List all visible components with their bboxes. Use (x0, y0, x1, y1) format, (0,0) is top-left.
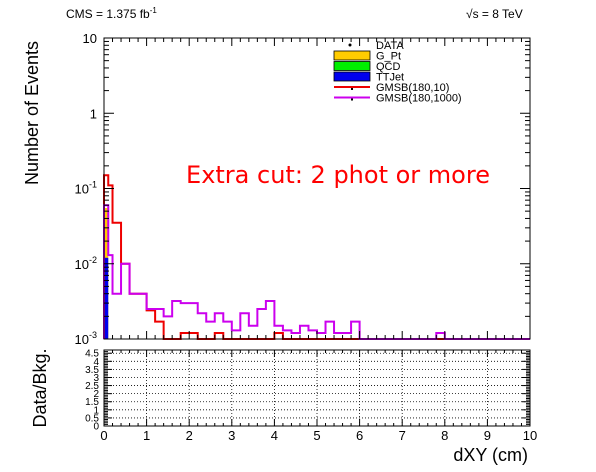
ratio-x-tick-label: 10 (523, 428, 537, 443)
ratio-y-tick-label: 3.5 (85, 365, 99, 376)
energy-label: √s = 8 TeV (466, 7, 523, 21)
ratio-panel: 00.511.522.533.544.5 0 1 2 3 4 5 6 7 8 9 10 Data/B… (30, 348, 537, 465)
main-y-tick-label: 10 (83, 31, 97, 46)
main-y-tick-label: 10-3 (75, 330, 97, 347)
legend-line-marker (351, 88, 353, 90)
ratio-y-tick-label: 0 (93, 422, 99, 433)
ratio-y-tick-label: 4.5 (85, 349, 99, 360)
ratio-y-tick-label: 2.5 (85, 381, 99, 392)
ratio-x-tick-labels: 0 1 2 3 4 5 6 7 8 9 10 (100, 428, 537, 443)
ratio-x-tick-label: 9 (484, 428, 491, 443)
ratio-y-axis-title: Data/Bkg. (30, 348, 50, 427)
ratio-x-tick-label: 5 (313, 428, 320, 443)
legend-swatch (333, 61, 371, 71)
ratio-y-tick-label: 1.5 (85, 397, 99, 408)
ratio-y-tick-label: 2 (93, 389, 99, 400)
ratio-x-tick-label: 0 (100, 428, 107, 443)
legend-label: G_Pt (376, 51, 401, 63)
main-y-axis-title: Number of Events (22, 41, 42, 185)
ratio-x-tick-label: 2 (186, 428, 193, 443)
legend-swatch (333, 50, 371, 61)
legend: DATAG_PtQCDTTJetGMSB(180,10)GMSB(180,100… (333, 40, 462, 105)
stack-bar-ttjet (104, 257, 109, 339)
legend-entry-data: DATA (348, 40, 404, 52)
ratio-x-tick-label: 7 (399, 428, 406, 443)
ratio-x-tick-label: 1 (143, 428, 150, 443)
lumi-label: CMS = 1.375 fb-1 (66, 6, 157, 21)
legend-line-marker (351, 98, 353, 101)
ratio-y-tick-labels: 00.511.522.533.544.5 (85, 349, 99, 433)
main-frame (103, 37, 531, 340)
legend-entry-gmsb-180-1000-: GMSB(180,1000) (334, 93, 462, 105)
legend-entry-ttjet: TTJet (333, 71, 404, 84)
legend-label: GMSB(180,1000) (376, 93, 462, 105)
ratio-x-tick-label: 8 (441, 428, 448, 443)
legend-entry-g-pt: G_Pt (333, 50, 401, 63)
ratio-x-tick-label: 6 (356, 428, 363, 443)
legend-entry-gmsb-180-10-: GMSB(180,10) (334, 82, 449, 94)
legend-entry-qcd: QCD (333, 61, 401, 73)
legend-marker-data (348, 43, 352, 47)
main-y-tick-labels: 10 1 10-1 10-2 10-3 (75, 31, 97, 347)
ratio-y-tick-label: 3 (93, 373, 99, 384)
legend-label: GMSB(180,10) (376, 82, 449, 94)
ratio-y-tick-label: 1 (93, 405, 99, 416)
legend-swatch (333, 71, 371, 82)
main-y-tick-label: 10-1 (75, 180, 97, 197)
extra-cut-annotation: Extra cut: 2 phot or more (186, 161, 490, 189)
main-panel: 10 1 10-1 10-2 10-3 Number of Events Extra c… (22, 31, 531, 347)
ratio-x-tick-label: 4 (271, 428, 278, 443)
legend-label: QCD (376, 61, 401, 73)
main-axes (103, 38, 531, 340)
ratio-frame (103, 349, 531, 427)
main-plot-area (104, 38, 530, 339)
ratio-y-tick-label: 4 (93, 357, 99, 368)
ratio-x-tick-label: 3 (228, 428, 235, 443)
main-y-tick-label: 1 (90, 106, 97, 121)
series-line-gmsb-180-1000- (103, 204, 530, 340)
x-axis-title: dXY (cm) (453, 445, 528, 465)
main-y-tick-label: 10-2 (75, 255, 97, 272)
ratio-y-tick-label: 0.5 (85, 413, 99, 424)
legend-label: TTJet (376, 72, 404, 84)
legend-label: DATA (376, 40, 404, 52)
